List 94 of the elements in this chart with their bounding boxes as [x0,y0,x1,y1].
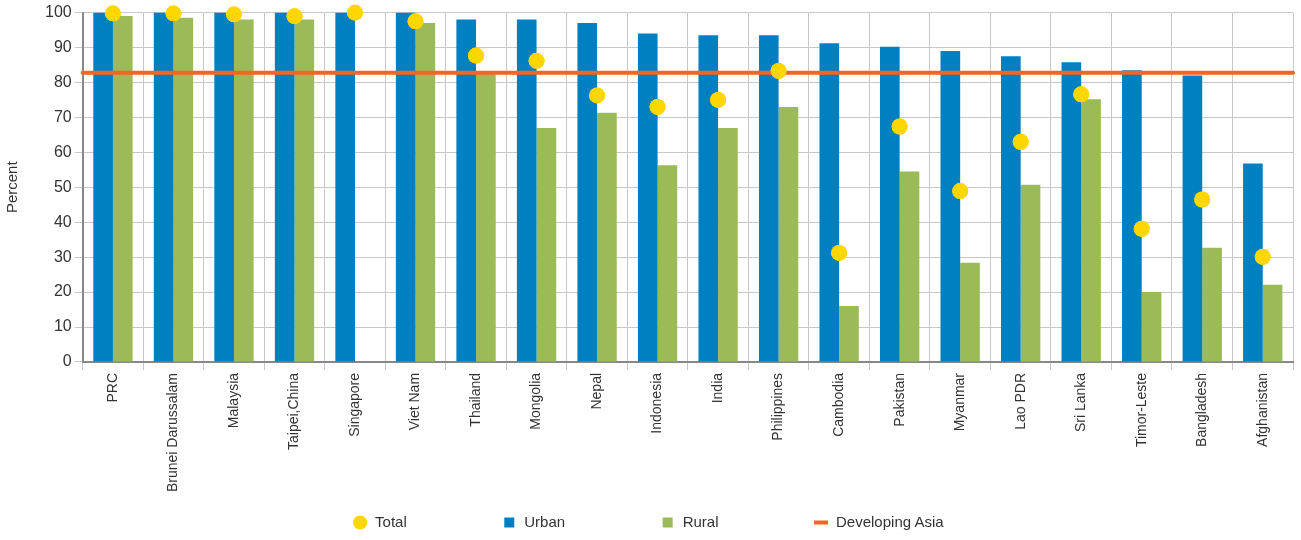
x-tick-label: Viet Nam [406,372,423,431]
bar [839,306,859,362]
bar [1020,184,1041,362]
x-tick-label: Bangladesh [1193,372,1210,447]
bar [1141,292,1162,362]
x-tick-label: Singapore [345,372,362,437]
bar [960,262,980,362]
point [1012,133,1029,150]
y-tick-label: 70 [53,107,72,125]
bar [93,12,113,362]
bar [173,17,194,362]
bar [415,23,436,362]
point [1254,248,1271,265]
x-tick-label: Thailand [466,372,483,427]
point [831,244,848,261]
point [1194,191,1211,208]
bar [1081,99,1101,362]
y-tick-label: 80 [53,72,72,90]
bar [1001,56,1021,362]
point [649,98,666,115]
y-tick-label: 30 [53,247,72,265]
bar [899,171,920,362]
point [225,6,242,23]
bar [698,35,719,362]
point [104,5,121,22]
x-tick-label: Lao PDR [1011,372,1028,430]
x-tick-label: Cambodia [830,372,846,437]
point [891,118,908,135]
y-tick-label: 50 [53,177,72,195]
bar [778,106,799,362]
bar [1262,284,1283,362]
x-tick-label: Sri Lanka [1072,372,1089,433]
y-axis-title: Percent [3,160,21,214]
x-tick-label: Philippines [769,372,786,441]
y-tick-label: 40 [53,212,72,230]
point [347,4,364,21]
bar [657,165,678,362]
bar [395,12,416,362]
point [165,5,182,22]
bar [294,19,315,362]
x-tick-label: Brunei Darussalam [164,372,181,493]
bar [597,112,617,362]
point [1133,220,1150,237]
bar [456,19,477,362]
bar [1182,75,1203,362]
bar [879,46,900,362]
bar [637,33,658,362]
x-tick-label: Taipei,China [285,372,302,451]
bar [1122,70,1142,362]
point [710,91,727,108]
x-tick-label: Indonesia [648,372,665,434]
bar [1243,163,1263,362]
x-tick-label: Myanmar [951,372,968,432]
point [1073,86,1090,103]
bar [233,19,254,362]
x-tick-label: Mongolia [527,372,544,430]
x-tick-label: Nepal [587,372,604,410]
bar [718,127,738,362]
point [407,13,424,30]
point [286,8,303,25]
x-tick-label: PRC [103,372,120,403]
y-tick-label: 90 [53,37,72,55]
y-tick-label: 0 [62,352,72,370]
bar [536,127,557,362]
legend-label: Developing Asia [836,512,945,530]
point [589,87,606,104]
bar [819,43,840,362]
point [468,47,485,64]
bar [758,35,779,362]
y-tick-label: 20 [53,282,72,300]
bar [1061,62,1082,362]
x-tick-label: India [708,372,725,404]
point [528,52,545,69]
x-tick-label: Malaysia [224,372,241,429]
x-tick-label: Afghanistan [1253,372,1270,447]
bar [214,12,234,362]
bar [112,16,133,362]
bar [274,12,295,362]
y-tick-label: 10 [53,317,72,335]
bar [1202,247,1222,362]
bar [335,12,356,362]
bar [153,12,174,362]
point [770,62,787,79]
x-tick-label: Timor-Leste [1132,372,1149,448]
x-tick-label: Pakistan [890,372,907,427]
bar [940,51,961,362]
legend-label: Rural [682,512,794,530]
point [952,183,969,200]
bar [577,23,598,362]
y-tick-label: 100 [44,3,72,21]
bar [516,19,537,362]
legend-label: Urban [524,512,641,530]
legend-label: Total [375,512,482,530]
y-tick-label: 60 [53,142,72,160]
